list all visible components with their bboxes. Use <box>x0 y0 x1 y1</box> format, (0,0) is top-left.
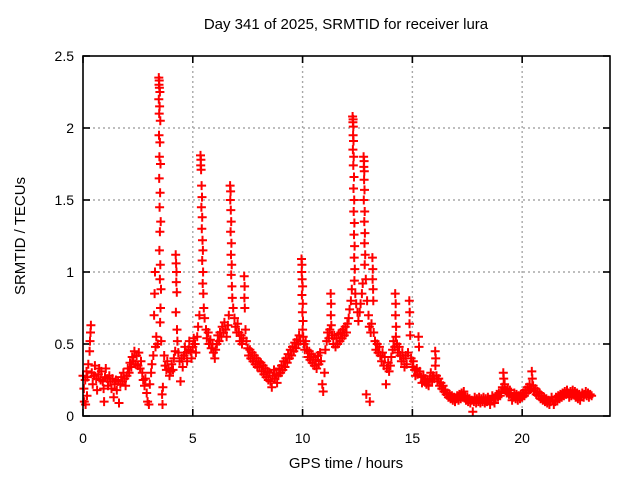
plot-border <box>82 55 611 417</box>
x-tick-label: 20 <box>514 430 530 446</box>
y-tick-label: 2 <box>66 120 74 136</box>
x-axis-label: GPS time / hours <box>289 455 403 472</box>
gridlines <box>83 56 610 416</box>
data-points <box>78 73 597 417</box>
y-tick-label: 2.5 <box>55 48 75 64</box>
tick-labels: 0 5 10 15 20 0 0.5 1 1.5 2 2.5 <box>55 48 531 446</box>
y-tick-label: 0.5 <box>55 336 75 352</box>
y-tick-label: 0 <box>66 408 74 424</box>
y-tick-label: 1 <box>66 264 74 280</box>
x-tick-label: 5 <box>189 430 197 446</box>
y-axis-label: SRMTID / TECUs <box>12 177 29 295</box>
y-tick-label: 1.5 <box>55 192 75 208</box>
axis-ticks <box>82 55 610 417</box>
data-series <box>78 73 597 417</box>
chart-title: Day 341 of 2025, SRMTID for receiver lur… <box>204 16 489 33</box>
x-tick-label: 15 <box>405 430 421 446</box>
x-tick-label: 10 <box>295 430 311 446</box>
x-tick-label: 0 <box>79 430 87 446</box>
